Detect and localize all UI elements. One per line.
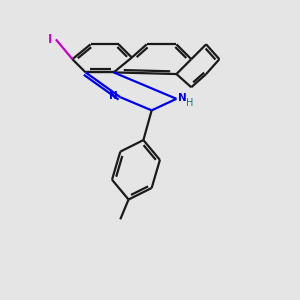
Text: N: N bbox=[109, 91, 117, 101]
Text: N: N bbox=[178, 93, 187, 103]
Text: H: H bbox=[186, 98, 194, 108]
Text: I: I bbox=[47, 33, 52, 46]
